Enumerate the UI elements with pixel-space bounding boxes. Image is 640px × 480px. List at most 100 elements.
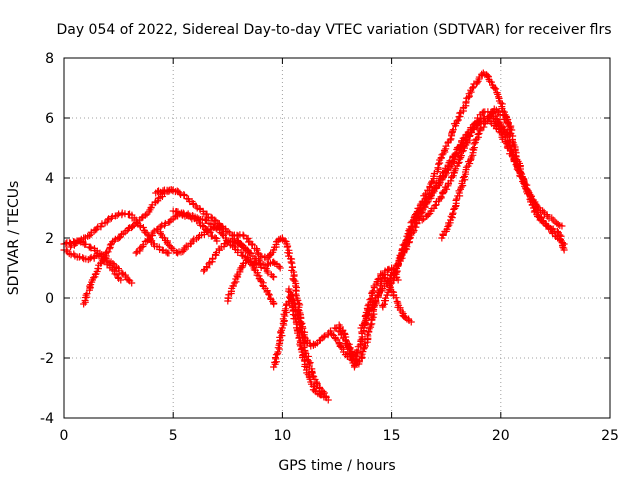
plot-border	[63, 57, 611, 419]
data-layer	[60, 69, 568, 404]
series-sat-j	[224, 255, 278, 308]
data-point	[341, 336, 349, 344]
data-point	[439, 188, 447, 196]
grid	[64, 58, 610, 418]
data-point	[386, 280, 394, 288]
data-point	[392, 294, 400, 302]
data-point	[209, 254, 217, 262]
data-point	[285, 287, 293, 295]
data-point	[233, 239, 241, 247]
data-point	[473, 135, 481, 143]
data-point	[413, 207, 421, 215]
series-sat-s	[418, 108, 566, 230]
data-point	[470, 140, 478, 148]
data-point	[356, 341, 364, 349]
data-point	[497, 99, 505, 107]
data-point	[504, 137, 512, 145]
data-point	[469, 145, 477, 153]
data-point	[492, 85, 500, 93]
data-point	[86, 243, 94, 251]
data-point	[104, 248, 112, 256]
data-point	[379, 274, 387, 282]
data-point	[453, 117, 461, 125]
x-tick-label: 5	[169, 428, 178, 444]
data-point	[213, 237, 221, 245]
data-point	[473, 79, 481, 87]
data-point	[174, 249, 182, 257]
data-point	[365, 325, 373, 333]
data-point	[378, 278, 386, 286]
data-point	[447, 177, 455, 185]
data-point	[331, 335, 339, 343]
data-point	[278, 324, 286, 332]
data-point	[320, 333, 328, 341]
data-point	[248, 240, 256, 248]
data-point	[87, 253, 95, 261]
data-point	[222, 240, 230, 248]
data-point	[440, 168, 448, 176]
data-point	[509, 153, 517, 161]
data-point	[484, 72, 492, 80]
data-point	[310, 382, 318, 390]
y-tick-label: 4	[45, 171, 54, 187]
data-point	[452, 196, 460, 204]
x-tick-label: 15	[383, 428, 401, 444]
data-point	[446, 136, 454, 144]
data-point	[98, 220, 106, 228]
data-point	[367, 305, 375, 313]
data-point	[444, 223, 452, 231]
data-point	[107, 214, 115, 222]
data-point	[451, 150, 459, 158]
data-point	[265, 251, 273, 259]
data-point	[428, 178, 436, 186]
data-point	[424, 194, 432, 202]
x-tick-label: 10	[273, 428, 291, 444]
data-point	[454, 159, 462, 167]
data-point	[499, 127, 507, 135]
data-point	[418, 216, 426, 224]
data-point	[143, 237, 151, 245]
y-tick-label: 0	[45, 291, 54, 307]
data-point	[437, 193, 445, 201]
data-point	[457, 152, 465, 160]
data-point	[522, 185, 530, 193]
series-sat-c	[80, 186, 177, 308]
series-sat-i	[200, 237, 284, 275]
data-point	[276, 264, 284, 272]
data-point	[324, 396, 332, 404]
data-point	[440, 146, 448, 154]
data-point	[367, 321, 375, 329]
data-point	[450, 168, 458, 176]
data-point	[336, 342, 344, 350]
data-point	[277, 328, 285, 336]
data-point	[291, 315, 299, 323]
data-point	[282, 305, 290, 313]
data-point	[487, 78, 495, 86]
data-point	[486, 77, 494, 85]
data-point	[117, 276, 125, 284]
data-point	[424, 211, 432, 219]
data-point	[138, 214, 146, 222]
data-point	[331, 324, 339, 332]
y-axis-label: SDTVAR / TECUs	[6, 181, 22, 296]
data-point	[398, 245, 406, 253]
data-point	[86, 232, 94, 240]
data-point	[285, 249, 293, 257]
data-point	[511, 157, 519, 165]
x-tick-label: 0	[60, 428, 69, 444]
chart-title: Day 054 of 2022, Sidereal Day-to-day VTE…	[56, 22, 611, 38]
data-point	[506, 141, 514, 149]
data-point	[115, 210, 123, 218]
data-point	[448, 173, 456, 181]
data-point	[558, 222, 566, 230]
data-point	[270, 300, 278, 308]
data-point	[467, 153, 475, 161]
data-point	[113, 212, 121, 220]
data-point	[369, 287, 377, 295]
data-point	[270, 273, 278, 281]
data-point	[306, 359, 314, 367]
data-point	[454, 116, 462, 124]
data-point	[408, 217, 416, 225]
data-point	[456, 109, 464, 117]
